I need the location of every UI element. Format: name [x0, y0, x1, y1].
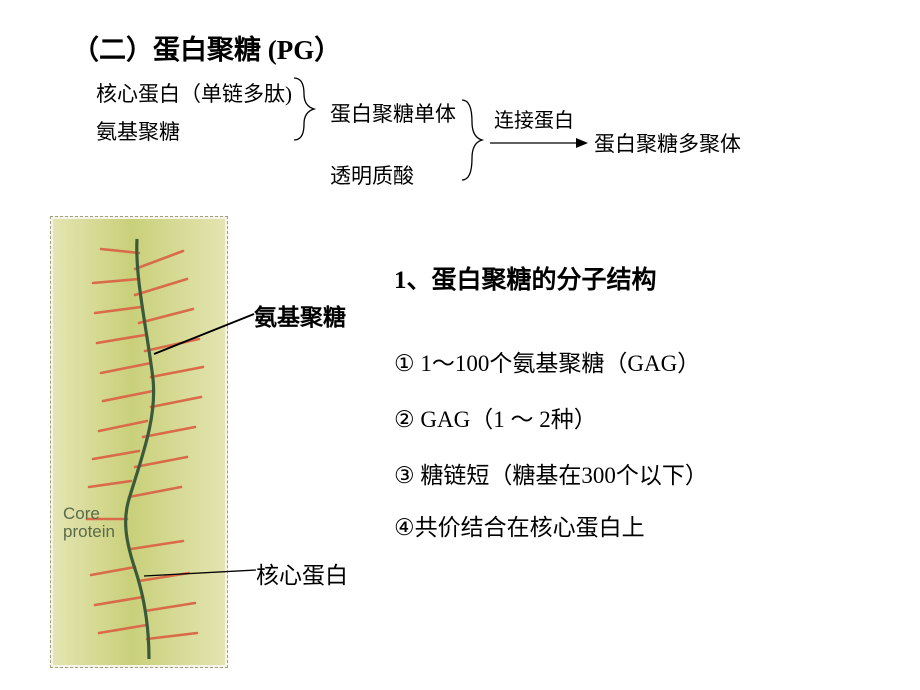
item-text-4: 共价结合在核心蛋白上 [415, 515, 645, 540]
flow-t3: 连接蛋白 [494, 104, 574, 133]
list-item-3: ③ 糖链短（糖基在300个以下） [394, 456, 708, 490]
core-label-en-2: protein [63, 522, 115, 541]
page-title: （二）蛋白聚糖 (PG） [72, 28, 341, 67]
arrow-icon [490, 136, 590, 150]
item-num-4: ④ [394, 515, 415, 541]
diagram-svg: Core protein [53, 219, 225, 665]
proteoglycan-diagram: Core protein [50, 216, 228, 668]
flow-t2b: 透明质酸 [330, 160, 414, 190]
flow-t1a: 核心蛋白（单链多肽) [96, 78, 292, 108]
brace-2 [460, 98, 490, 182]
flow-t2a: 蛋白聚糖单体 [330, 98, 456, 128]
list-item-2: ② GAG（1 ～ 2种） [394, 400, 597, 434]
item-text-1: 1～100个氨基聚糖（GAG） [415, 351, 701, 376]
subheading: 1、蛋白聚糖的分子结构 [394, 260, 657, 296]
core-label-line [142, 560, 260, 578]
branch-label-line [150, 310, 260, 360]
item-text-3: 糖链短（糖基在300个以下） [415, 463, 708, 488]
branch-label: 氨基聚糖 [254, 298, 346, 332]
flow-t1b: 氨基聚糖 [96, 116, 180, 146]
list-item-1: ① 1～100个氨基聚糖（GAG） [394, 344, 700, 378]
flow-t4: 蛋白聚糖多聚体 [594, 128, 741, 158]
core-label-cn: 核心蛋白 [256, 556, 348, 590]
item-num-3: ③ [394, 463, 415, 489]
item-text-2: GAG（1 ～ 2种） [415, 407, 597, 432]
item-num-1: ① [394, 351, 415, 377]
core-label-en-1: Core [63, 504, 100, 523]
item-num-2: ② [394, 407, 415, 433]
list-item-4: ④共价结合在核心蛋白上 [394, 508, 645, 542]
brace-1 [292, 76, 322, 142]
